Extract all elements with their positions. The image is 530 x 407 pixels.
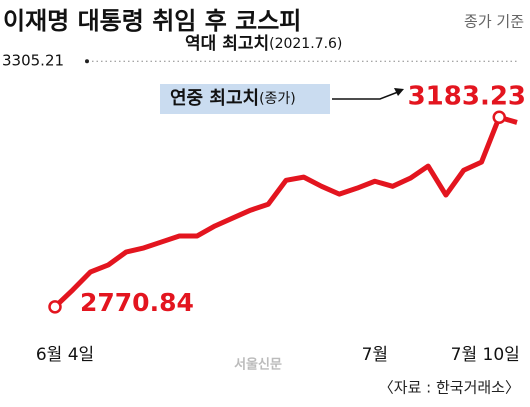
value-label: 3183.23: [408, 82, 526, 112]
chart-subtitle: 종가 기준: [464, 13, 524, 31]
price-line: [53, 114, 518, 309]
chart-title: 이재명 대통령 취임 후 코스피: [3, 7, 301, 35]
reference-label: 역대 최고치: [185, 34, 269, 54]
reference-annotation: 역대 최고치(2021.7.6): [185, 34, 342, 54]
reference-dot: [85, 59, 89, 64]
reference-note: (2021.7.6): [269, 36, 342, 52]
source: 〈자료 : 한국거래소〉: [379, 379, 520, 397]
x-tick-label: 7월: [362, 345, 388, 365]
watermark: 서울신문: [234, 357, 282, 373]
annotation-box: [160, 84, 330, 114]
x-tick-label: 6월 4일: [36, 345, 94, 365]
arrow-head: [394, 88, 404, 96]
highlight-point: [48, 300, 62, 314]
value-label: 2770.84: [80, 288, 194, 317]
annotation-arrow: [332, 91, 399, 100]
max-label-note: (종가): [259, 91, 296, 107]
x-tick-label: 7월 10일: [451, 345, 520, 365]
max-label: 연중 최고치: [170, 88, 259, 109]
highlight-point: [492, 110, 506, 125]
max-annotation: 연중 최고치(종가): [170, 88, 296, 109]
reference-value: 3305.21: [2, 52, 64, 70]
